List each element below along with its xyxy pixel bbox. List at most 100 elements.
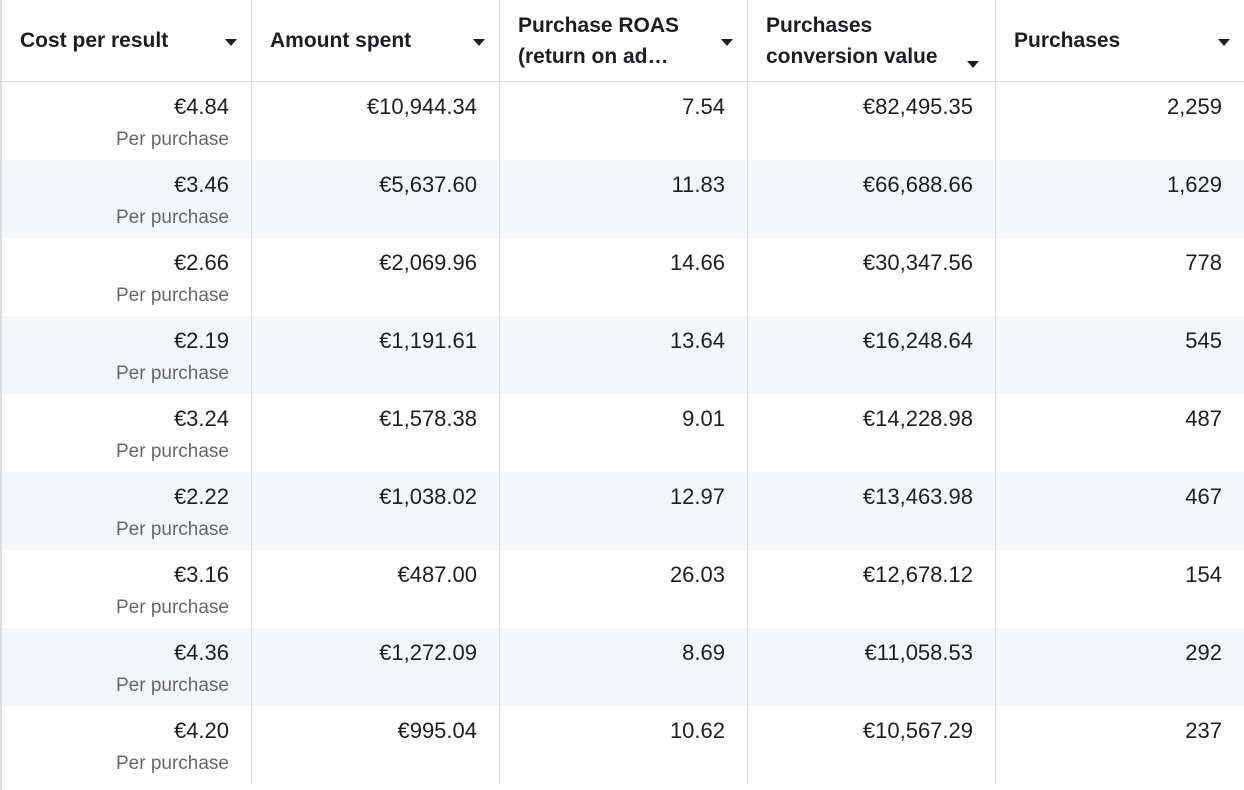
cell-value: 467 bbox=[1185, 484, 1222, 509]
cell-purchases: 467 bbox=[996, 472, 1244, 550]
cell-value: 10.62 bbox=[669, 718, 725, 743]
table-row[interactable]: €2.66 Per purchase €2,069.96 14.66 €30,347.5… bbox=[2, 238, 1244, 316]
cell-value: €2.19 bbox=[173, 328, 229, 353]
cell-value: €16,248.64 bbox=[862, 328, 973, 353]
column-header-label: Purchase ROAS (return on ad… bbox=[518, 10, 679, 72]
cell-amount-spent: €5,637.60 bbox=[252, 160, 500, 238]
table-row[interactable]: €2.19 Per purchase €1,191.61 13.64 €16,248.6… bbox=[2, 316, 1244, 394]
caret-down-icon[interactable] bbox=[225, 38, 237, 46]
cell-purchase-roas: 12.97 bbox=[500, 472, 748, 550]
cell-purchases: 487 bbox=[996, 394, 1244, 472]
column-header-purchase-roas[interactable]: Purchase ROAS (return on ad… bbox=[500, 0, 748, 81]
table-row[interactable]: €3.46 Per purchase €5,637.60 11.83 €66,688.6… bbox=[2, 160, 1244, 238]
column-header-label: Cost per result bbox=[20, 29, 169, 52]
cell-value: 487 bbox=[1185, 406, 1222, 431]
column-header-purchases-conversion-value[interactable]: Purchases conversion value bbox=[748, 0, 996, 81]
cell-purchase-roas: 8.69 bbox=[500, 628, 748, 706]
cell-cost-per-result: €3.46 Per purchase bbox=[2, 160, 252, 238]
caret-down-icon[interactable] bbox=[967, 61, 979, 68]
cell-value: €3.16 bbox=[173, 562, 229, 587]
cell-value: €12,678.12 bbox=[862, 562, 973, 587]
cell-purchases: 154 bbox=[996, 550, 1244, 628]
cell-value: €4.36 bbox=[173, 640, 229, 665]
column-header-label: Purchases conversion value bbox=[766, 10, 938, 72]
cell-purchases-conversion-value: €13,463.98 bbox=[748, 472, 996, 550]
cell-result-type: Per purchase bbox=[115, 363, 229, 384]
cell-value: 292 bbox=[1185, 640, 1222, 665]
cell-value: 778 bbox=[1185, 250, 1222, 275]
cell-value: €13,463.98 bbox=[862, 484, 973, 509]
cell-result-type: Per purchase bbox=[115, 597, 229, 618]
cell-cost-per-result: €4.20 Per purchase bbox=[2, 706, 252, 784]
cell-value: 237 bbox=[1185, 718, 1222, 743]
table-row[interactable]: €3.24 Per purchase €1,578.38 9.01 €14,228.98… bbox=[2, 394, 1244, 472]
cell-value: 14.66 bbox=[669, 250, 725, 275]
table-row[interactable]: €4.84 Per purchase €10,944.34 7.54 €82,495.3… bbox=[2, 82, 1244, 160]
table-row[interactable]: €4.36 Per purchase €1,272.09 8.69 €11,058.53… bbox=[2, 628, 1244, 706]
cell-purchase-roas: 13.64 bbox=[500, 316, 748, 394]
cell-value: 9.01 bbox=[682, 406, 725, 431]
column-header-label-line2: conversion value bbox=[766, 44, 938, 68]
cell-purchase-roas: 9.01 bbox=[500, 394, 748, 472]
cell-amount-spent: €1,272.09 bbox=[252, 628, 500, 706]
caret-down-icon[interactable] bbox=[1218, 38, 1230, 46]
cell-cost-per-result: €3.24 Per purchase bbox=[2, 394, 252, 472]
cell-purchase-roas: 14.66 bbox=[500, 238, 748, 316]
cell-value: 13.64 bbox=[669, 328, 725, 353]
cell-result-type: Per purchase bbox=[115, 441, 229, 462]
cell-value: 545 bbox=[1185, 328, 1222, 353]
cell-value: €82,495.35 bbox=[862, 94, 973, 119]
cell-amount-spent: €1,578.38 bbox=[252, 394, 500, 472]
cell-value: 1,629 bbox=[1166, 172, 1222, 197]
table-row[interactable]: €2.22 Per purchase €1,038.02 12.97 €13,463.9… bbox=[2, 472, 1244, 550]
cell-value: 154 bbox=[1185, 562, 1222, 587]
cell-value: €10,944.34 bbox=[366, 94, 477, 119]
cell-amount-spent: €995.04 bbox=[252, 706, 500, 784]
cell-value: €5,637.60 bbox=[379, 172, 477, 197]
column-header-label: Amount spent bbox=[270, 29, 412, 52]
column-header-cost-per-result[interactable]: Cost per result bbox=[2, 0, 252, 81]
cell-value: €10,567.29 bbox=[862, 718, 973, 743]
cell-amount-spent: €2,069.96 bbox=[252, 238, 500, 316]
cell-purchase-roas: 7.54 bbox=[500, 82, 748, 160]
cell-cost-per-result: €4.36 Per purchase bbox=[2, 628, 252, 706]
cell-purchases: 292 bbox=[996, 628, 1244, 706]
cell-purchases-conversion-value: €11,058.53 bbox=[748, 628, 996, 706]
cell-result-type: Per purchase bbox=[115, 207, 229, 228]
column-header-label-line1: Purchase ROAS bbox=[518, 13, 680, 37]
cell-value: 26.03 bbox=[669, 562, 725, 587]
cell-amount-spent: €1,038.02 bbox=[252, 472, 500, 550]
cell-value: €66,688.66 bbox=[862, 172, 973, 197]
table-row[interactable]: €4.20 Per purchase €995.04 10.62 €10,567.29 2… bbox=[2, 706, 1244, 784]
cell-purchases: 545 bbox=[996, 316, 1244, 394]
cell-cost-per-result: €2.19 Per purchase bbox=[2, 316, 252, 394]
table-row[interactable]: €3.16 Per purchase €487.00 26.03 €12,678.12 1… bbox=[2, 550, 1244, 628]
cell-value: €4.84 bbox=[173, 94, 229, 119]
cell-value: €2.22 bbox=[173, 484, 229, 509]
cell-result-type: Per purchase bbox=[115, 675, 229, 696]
cell-value: €1,038.02 bbox=[379, 484, 477, 509]
cell-value: €2.66 bbox=[173, 250, 229, 275]
cell-value: €14,228.98 bbox=[862, 406, 973, 431]
cell-value: €2,069.96 bbox=[379, 250, 477, 275]
cell-purchases-conversion-value: €82,495.35 bbox=[748, 82, 996, 160]
caret-down-icon[interactable] bbox=[473, 38, 485, 46]
cell-purchases-conversion-value: €30,347.56 bbox=[748, 238, 996, 316]
cell-purchases: 1,629 bbox=[996, 160, 1244, 238]
cell-value: €1,578.38 bbox=[379, 406, 477, 431]
cell-purchases: 237 bbox=[996, 706, 1244, 784]
cell-value: €1,272.09 bbox=[379, 640, 477, 665]
cell-purchase-roas: 11.83 bbox=[500, 160, 748, 238]
caret-down-icon[interactable] bbox=[721, 38, 733, 46]
cell-result-type: Per purchase bbox=[115, 285, 229, 306]
cell-purchases: 778 bbox=[996, 238, 1244, 316]
cell-value: 7.54 bbox=[682, 94, 725, 119]
cell-cost-per-result: €4.84 Per purchase bbox=[2, 82, 252, 160]
cell-value: 12.97 bbox=[669, 484, 725, 509]
column-header-purchases[interactable]: Purchases bbox=[996, 0, 1244, 81]
column-header-amount-spent[interactable]: Amount spent bbox=[252, 0, 500, 81]
cell-value: 2,259 bbox=[1166, 94, 1222, 119]
cell-value: €3.46 bbox=[173, 172, 229, 197]
cell-amount-spent: €10,944.34 bbox=[252, 82, 500, 160]
